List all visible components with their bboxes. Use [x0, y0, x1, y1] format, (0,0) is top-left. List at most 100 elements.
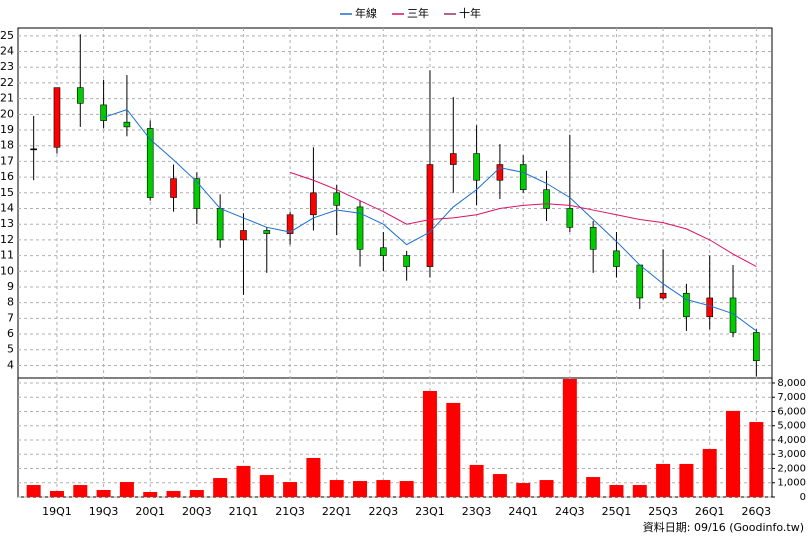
- y-tick-label: 16: [0, 170, 14, 183]
- candle-body: [496, 164, 504, 181]
- x-tick-label: 24Q3: [555, 505, 585, 518]
- candle-body: [30, 148, 37, 151]
- candle-body: [449, 153, 457, 165]
- y-tick-label: 5,000: [777, 421, 806, 432]
- y-tick-label: 23: [0, 60, 14, 73]
- y-tick-label: 11: [0, 249, 14, 262]
- volume-bar: [656, 463, 671, 497]
- y-tick-label: 5: [7, 343, 14, 356]
- volume-bar: [259, 475, 274, 497]
- y-tick-label: 0: [800, 492, 806, 503]
- volume-bar: [539, 480, 554, 497]
- volume-bar: [702, 448, 717, 497]
- y-tick-label: 2,000: [777, 463, 806, 474]
- x-tick-label: 24Q1: [508, 505, 538, 518]
- volume-bar: [726, 410, 741, 497]
- y-tick-label: 9: [7, 280, 14, 293]
- x-tick-label: 23Q3: [462, 505, 492, 518]
- y-tick-label: 20: [0, 107, 14, 120]
- y-tick-label: 24: [0, 45, 14, 58]
- volume-bar: [166, 491, 181, 497]
- y-tick-label: 18: [0, 139, 14, 152]
- candle-body: [310, 192, 317, 216]
- y-tick-label: 21: [0, 92, 14, 105]
- volume-bar: [586, 477, 601, 497]
- candle-body: [543, 189, 550, 209]
- candle-body: [286, 214, 294, 234]
- y-tick-label: 3,000: [777, 449, 806, 460]
- x-tick-label: 25Q1: [602, 505, 632, 518]
- candle-body: [380, 247, 387, 256]
- x-tick-label: 22Q1: [322, 505, 352, 518]
- volume-bar: [399, 481, 414, 497]
- volume-bar: [213, 478, 228, 497]
- volume-bar: [353, 481, 368, 497]
- candle-body: [729, 297, 737, 333]
- x-tick-label: 25Q3: [648, 505, 678, 518]
- volume-bar: [562, 378, 577, 497]
- x-tick-label: 26Q3: [742, 505, 772, 518]
- volume-bar: [119, 482, 134, 497]
- candle-body: [356, 206, 364, 250]
- volume-bar: [306, 457, 321, 497]
- volume-bar: [73, 485, 88, 497]
- volume-bar: [26, 485, 41, 497]
- y-tick-label: 25: [0, 29, 14, 42]
- y-tick-label: 13: [0, 217, 14, 230]
- candle-body: [146, 128, 154, 198]
- candle-body: [216, 208, 224, 241]
- x-tick-label: 19Q3: [89, 505, 119, 518]
- series-line: [103, 109, 757, 332]
- y-tick-label: 12: [0, 233, 14, 246]
- volume-bar: [632, 485, 647, 497]
- y-tick-label: 7: [7, 311, 14, 324]
- candle-body: [240, 230, 247, 241]
- candle-body: [263, 230, 271, 234]
- volume-bar: [749, 422, 764, 497]
- y-tick-label: 4: [7, 358, 14, 371]
- legend-label: 十年: [459, 6, 481, 20]
- candle-body: [426, 164, 434, 267]
- y-tick-label: 6,000: [777, 406, 806, 417]
- volume-bar: [609, 485, 624, 497]
- volume-bar: [329, 480, 344, 497]
- candle-body: [403, 255, 410, 267]
- volume-bar: [422, 390, 437, 497]
- y-tick-label: 10: [0, 264, 14, 277]
- candle-body: [53, 87, 61, 148]
- legend-label: 年線: [355, 6, 377, 20]
- candle-body: [753, 332, 760, 362]
- x-tick-label: 23Q1: [415, 505, 445, 518]
- volume-bar: [143, 492, 158, 497]
- candle-body: [519, 164, 527, 190]
- volume-bar: [492, 474, 507, 497]
- volume-bar: [283, 482, 298, 497]
- volume-bar: [189, 490, 204, 497]
- y-tick-label: 1,000: [777, 478, 806, 489]
- y-tick-label: 19: [0, 123, 14, 136]
- y-tick-label: 22: [0, 76, 14, 89]
- x-tick-label: 20Q3: [182, 505, 212, 518]
- y-tick-label: 17: [0, 154, 14, 167]
- volume-bar: [96, 490, 111, 497]
- candle-body: [333, 192, 341, 206]
- source-note: 資料日期: 09/16 (Goodinfo.tw): [643, 520, 804, 534]
- x-tick-label: 22Q3: [369, 505, 399, 518]
- candle-body: [76, 87, 84, 104]
- candle-body: [193, 178, 201, 209]
- candle-body: [473, 153, 480, 181]
- series-line: [289, 171, 757, 268]
- candle-body: [170, 178, 177, 198]
- volume-bar: [446, 402, 461, 497]
- legend-label: 三年: [407, 6, 429, 20]
- plot-frame: [17, 27, 773, 498]
- candle-body: [566, 208, 574, 228]
- y-tick-label: 4,000: [777, 435, 806, 446]
- volume-bar: [376, 480, 391, 497]
- x-tick-label: 19Q1: [42, 505, 72, 518]
- candle-body: [659, 292, 667, 299]
- volume-bar: [516, 483, 531, 497]
- x-tick-label: 21Q3: [275, 505, 305, 518]
- y-tick-label: 15: [0, 186, 14, 199]
